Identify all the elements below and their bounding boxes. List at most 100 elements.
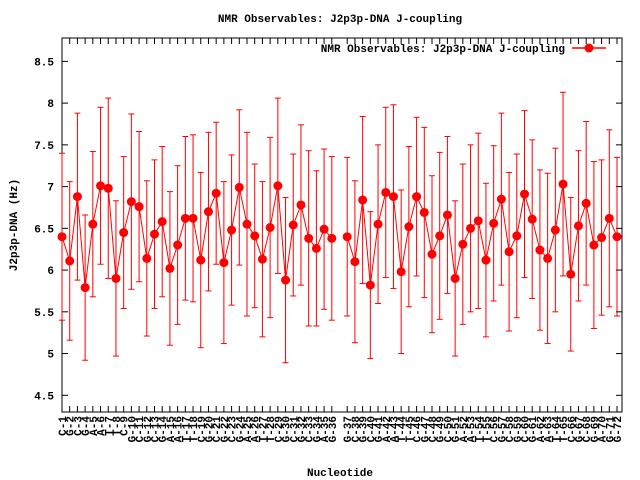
data-point xyxy=(126,197,136,207)
x-tick-label: G-30 xyxy=(282,416,294,442)
data-point xyxy=(227,225,237,235)
x-tick-label: C-13 xyxy=(151,416,163,443)
x-tick-label: C-31 xyxy=(289,416,301,443)
x-tick-label: C-33 xyxy=(305,416,317,443)
data-point xyxy=(296,200,306,210)
x-tick-label: T-44 xyxy=(397,416,409,443)
data-point xyxy=(281,275,291,285)
data-point xyxy=(350,257,360,267)
x-tick-label: G-59 xyxy=(513,416,525,442)
data-point xyxy=(396,267,406,277)
data-point xyxy=(319,224,329,234)
x-tick-label: C-46 xyxy=(413,416,425,442)
x-tick-label: A-43 xyxy=(389,416,401,443)
data-point xyxy=(458,239,468,249)
data-point xyxy=(520,189,529,199)
x-tick-label: T-54 xyxy=(474,416,486,443)
x-tick-label: C-29 xyxy=(274,416,286,442)
data-point xyxy=(265,223,275,233)
x-tick-label: A-42 xyxy=(382,416,394,442)
x-tick-label: G-47 xyxy=(420,416,432,442)
data-point xyxy=(257,254,267,264)
data-point xyxy=(134,202,144,212)
x-tick-label: A-35 xyxy=(320,416,332,443)
x-tick-label: A-5 xyxy=(89,416,101,436)
data-point xyxy=(242,219,252,229)
data-point xyxy=(419,207,429,217)
data-point xyxy=(550,225,560,235)
data-point xyxy=(111,273,121,283)
x-tick-label: G-67 xyxy=(574,416,586,442)
data-point xyxy=(558,179,568,189)
x-tick-label: T-65 xyxy=(559,416,571,443)
x-tick-label: A-53 xyxy=(467,416,479,443)
x-tick-label: G-4 xyxy=(81,416,93,436)
data-point xyxy=(597,233,607,243)
y-axis-label: J2p3p-DNA (Hz) xyxy=(9,179,21,271)
data-point xyxy=(442,210,452,220)
x-tick-label: A-6 xyxy=(97,416,109,436)
x-tick-label: G-72 xyxy=(613,416,625,442)
x-tick-label: T-28 xyxy=(266,416,278,443)
data-point xyxy=(327,233,337,243)
data-point xyxy=(188,213,198,223)
y-tick-label: 7.5 xyxy=(34,141,54,153)
x-tick-label: G-51 xyxy=(451,416,463,443)
x-tick-label: G-49 xyxy=(436,416,448,442)
data-point xyxy=(311,243,321,253)
y-tick-label: 6 xyxy=(47,266,54,278)
data-point xyxy=(581,198,591,208)
y-tick-label: 5.5 xyxy=(34,308,54,320)
data-point xyxy=(96,181,106,191)
data-point xyxy=(72,192,82,202)
x-tick-label: A-25 xyxy=(243,416,255,443)
data-point xyxy=(481,255,491,265)
x-axis-label: Nucleotide xyxy=(307,468,373,480)
data-point xyxy=(358,195,368,205)
data-point xyxy=(373,219,383,229)
data-point xyxy=(142,253,152,263)
x-tick-label: G-61 xyxy=(528,416,540,443)
data-point xyxy=(65,256,75,266)
x-tick-label: C-23 xyxy=(228,416,240,443)
x-tick-label: G-22 xyxy=(220,416,232,442)
x-tick-label: G-10 xyxy=(127,416,139,442)
x-tick-label: C-50 xyxy=(443,416,455,442)
legend-marker xyxy=(584,43,594,53)
x-tick-label: C-11 xyxy=(135,416,147,443)
data-point xyxy=(589,240,599,250)
x-tick-label: T-45 xyxy=(405,416,417,443)
y-tick-label: 8 xyxy=(47,99,54,111)
x-tick-label: G-2 xyxy=(66,416,78,436)
x-tick-label: G-57 xyxy=(497,416,509,442)
data-point xyxy=(535,245,545,255)
x-tick-label: C-66 xyxy=(567,416,579,442)
x-tick-label: C-9 xyxy=(120,416,132,436)
data-point xyxy=(304,233,314,243)
x-tick-label: G-71 xyxy=(605,416,617,443)
data-point xyxy=(381,187,391,197)
data-point xyxy=(466,223,476,233)
y-tick-label: 5 xyxy=(47,350,54,362)
x-tick-label: C-38 xyxy=(351,416,363,443)
data-point xyxy=(57,232,67,242)
x-tick-label: G-20 xyxy=(204,416,216,442)
x-tick-label: G-34 xyxy=(312,416,324,443)
data-point xyxy=(427,249,437,259)
data-point xyxy=(273,181,283,191)
data-point xyxy=(180,213,190,223)
data-point xyxy=(203,207,213,217)
data-point xyxy=(234,182,244,192)
data-point xyxy=(496,194,506,204)
x-tick-label: C-56 xyxy=(490,416,502,442)
data-point xyxy=(612,232,622,242)
data-point xyxy=(119,228,129,238)
x-tick-label: T-7 xyxy=(104,416,116,436)
data-point xyxy=(527,214,537,224)
data-point xyxy=(88,219,98,229)
chart-title: NMR Observables: J2p3p-DNA J-coupling xyxy=(218,14,462,26)
data-point xyxy=(573,221,583,231)
data-point xyxy=(543,253,553,263)
x-tick-label: T-64 xyxy=(551,416,563,443)
data-point xyxy=(450,273,460,283)
